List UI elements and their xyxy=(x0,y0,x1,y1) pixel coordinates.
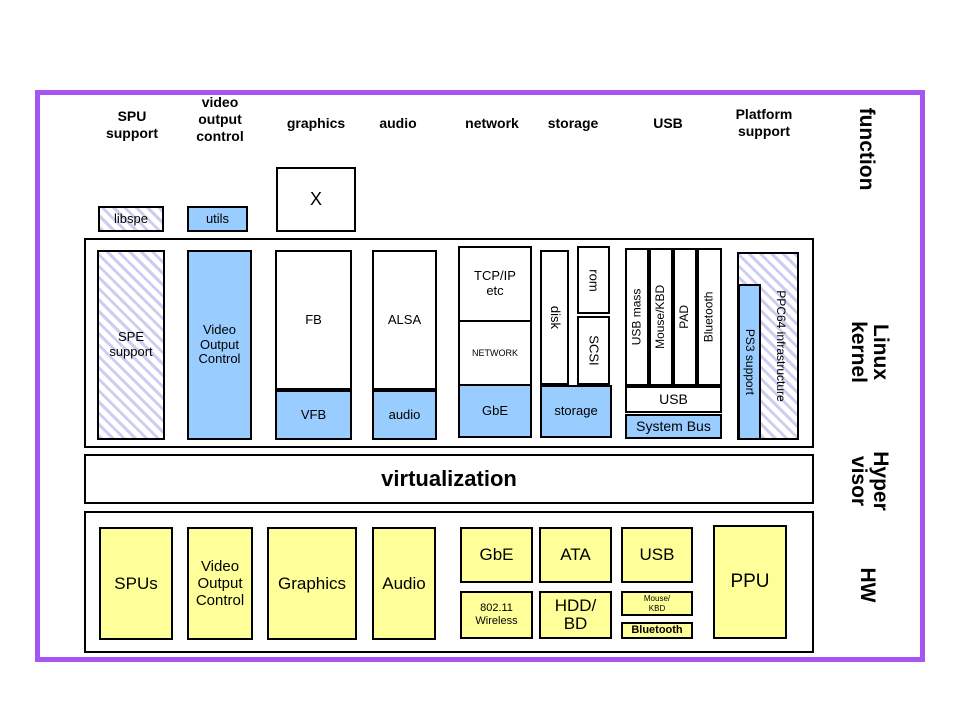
kernel-rom-box: rom xyxy=(577,246,610,314)
hw-hdd-bd-box: HDD/ BD xyxy=(539,591,612,639)
utils-box: utils xyxy=(187,206,248,232)
side-label-hypervisor: Hyper visor xyxy=(847,451,893,511)
kernel-disk-label: disk xyxy=(547,305,563,330)
kernel-tcpip-box: TCP/IP etc xyxy=(458,246,532,322)
kernel-ps3-support-label: PS3 support xyxy=(743,328,758,396)
kernel-ps3-support-box: PS3 support xyxy=(738,284,761,440)
top-label-network: network xyxy=(465,115,519,131)
kernel-pad-box: PAD xyxy=(673,248,697,386)
kernel-gbe-box: GbE xyxy=(458,384,532,438)
kernel-fb-box: FB xyxy=(275,250,352,390)
kernel-mouse-kbd-label: Mouse/KBD xyxy=(653,284,668,350)
kernel-disk-box: disk xyxy=(540,250,569,385)
kernel-spe-support-box: SPE support xyxy=(97,250,165,440)
top-label-usb: USB xyxy=(653,115,683,131)
top-label-video-output-control: video output control xyxy=(196,94,244,144)
hw-usb-box: USB xyxy=(621,527,693,583)
hw-audio-box: Audio xyxy=(372,527,436,640)
kernel-video-output-control-box: Video Output Control xyxy=(187,250,252,440)
kernel-vfb-box: VFB xyxy=(275,390,352,440)
kernel-system-bus-bar: System Bus xyxy=(625,414,722,439)
hw-bluetooth-box: Bluetooth xyxy=(621,622,693,639)
hw-spus-box: SPUs xyxy=(99,527,173,640)
kernel-network-box: NETWORK xyxy=(458,320,532,386)
virtualization-bar: virtualization xyxy=(84,454,814,504)
top-label-spu-support: SPU support xyxy=(105,108,159,141)
top-label-platform-support: Platform support xyxy=(735,106,793,139)
kernel-ppc64-label: PPC64 infrastructure xyxy=(773,290,788,402)
kernel-bluetooth-label: Bluetooth xyxy=(701,291,716,343)
kernel-usb-mass-box: USB mass xyxy=(625,248,649,386)
hw-graphics-box: Graphics xyxy=(267,527,357,640)
hw-wireless-box: 802.11 Wireless xyxy=(460,591,533,639)
x-server-box: X xyxy=(276,167,356,232)
hw-video-output-control-box: Video Output Control xyxy=(187,527,253,640)
side-label-function: function xyxy=(855,107,879,191)
top-label-graphics: graphics xyxy=(286,115,346,131)
top-label-audio: audio xyxy=(379,115,417,131)
kernel-audio-box: audio xyxy=(372,390,437,440)
hw-ata-box: ATA xyxy=(539,527,612,583)
kernel-rom-label: rom xyxy=(586,268,602,292)
side-label-linux-kernel: Linux kernel xyxy=(847,321,893,383)
hw-mouse-kbd-box: Mouse/ KBD xyxy=(621,591,693,616)
kernel-usb-bar: USB xyxy=(625,386,722,413)
libspe-box: libspe xyxy=(98,206,164,232)
top-label-storage: storage xyxy=(547,115,599,131)
kernel-usb-mass-label: USB mass xyxy=(629,288,644,346)
hw-gbe-box: GbE xyxy=(460,527,533,583)
kernel-pad-label: PAD xyxy=(677,305,692,329)
kernel-mouse-kbd-box: Mouse/KBD xyxy=(649,248,673,386)
kernel-alsa-box: ALSA xyxy=(372,250,437,390)
side-label-hw: HW xyxy=(856,567,880,603)
kernel-bluetooth-box: Bluetooth xyxy=(697,248,722,386)
hw-ppu-box: PPU xyxy=(713,525,787,639)
kernel-scsi-label: SCSI xyxy=(586,335,602,366)
kernel-section: SPE support Video Output Control FB VFB … xyxy=(0,0,960,448)
kernel-storage-box: storage xyxy=(540,385,612,438)
kernel-scsi-box: SCSI xyxy=(577,316,610,385)
